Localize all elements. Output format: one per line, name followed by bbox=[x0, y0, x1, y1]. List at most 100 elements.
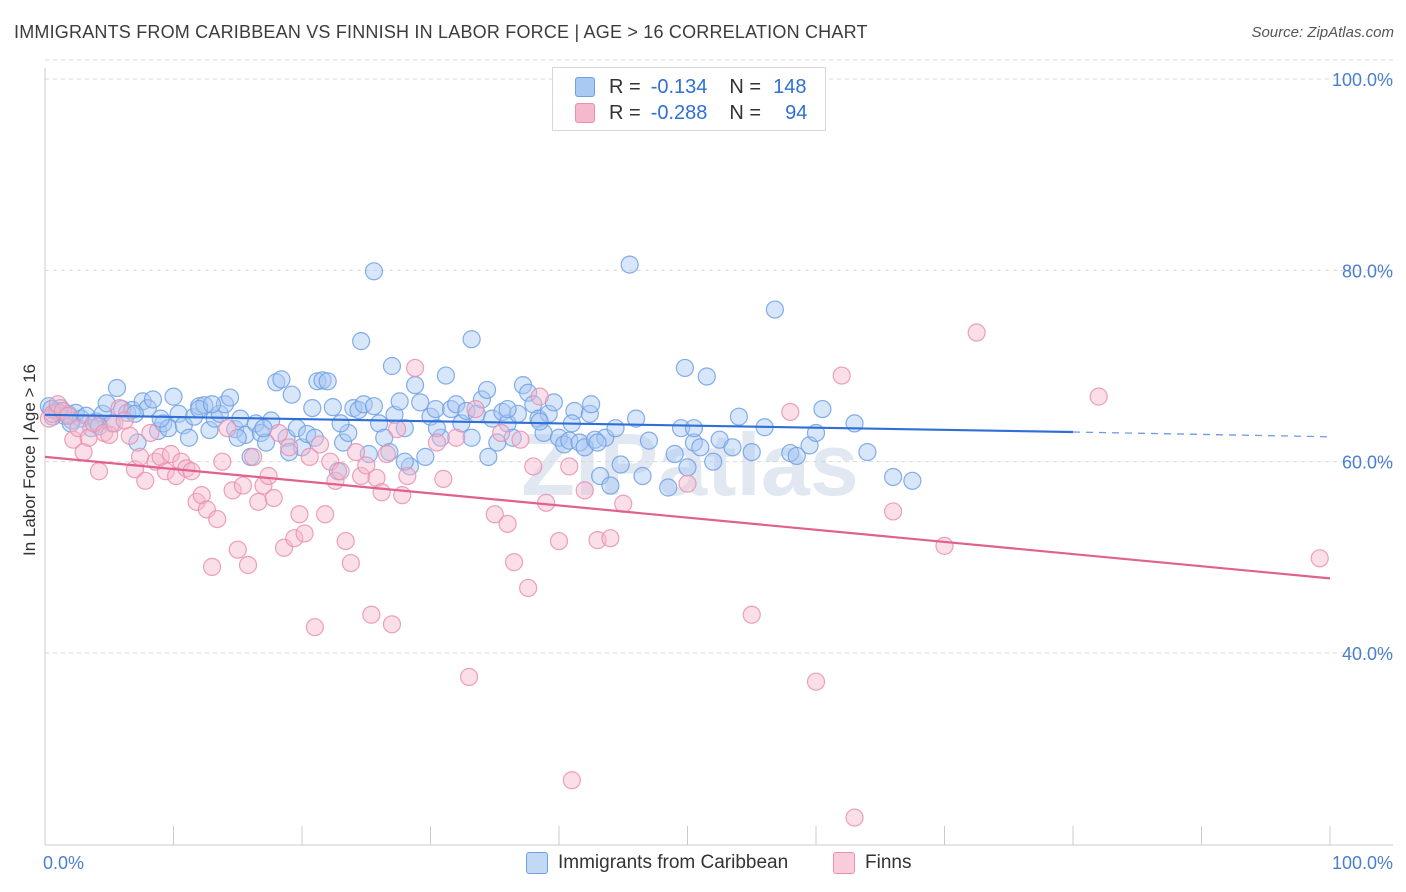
legend-swatch-pink bbox=[833, 852, 855, 874]
caribbean-point bbox=[462, 428, 481, 447]
caribbean-point bbox=[447, 395, 466, 414]
finns-point bbox=[1310, 549, 1329, 568]
finns-point bbox=[336, 531, 355, 551]
finns-point bbox=[244, 447, 263, 466]
caribbean-point bbox=[427, 419, 447, 438]
finns-point bbox=[935, 536, 954, 555]
caribbean-point bbox=[675, 358, 695, 378]
finns-point bbox=[614, 494, 633, 513]
finns-point bbox=[192, 486, 211, 505]
caribbean-point bbox=[331, 414, 350, 433]
caribbean-point bbox=[308, 372, 327, 391]
legend-row-finns: R = -0.288 N = 94 bbox=[575, 101, 807, 125]
caribbean-point bbox=[107, 378, 127, 398]
finns-point bbox=[447, 428, 466, 447]
caribbean-point bbox=[318, 372, 337, 391]
caribbean-point bbox=[601, 476, 620, 495]
x-tick-label: 100.0% bbox=[1332, 853, 1393, 873]
finns-point bbox=[120, 426, 139, 445]
finns-point bbox=[352, 466, 371, 486]
y-tick-label: 100.0% bbox=[1332, 70, 1393, 90]
caribbean-point bbox=[313, 371, 332, 390]
finns-point bbox=[372, 483, 391, 502]
finns-point bbox=[341, 553, 360, 573]
legend-swatch-blue bbox=[575, 77, 595, 97]
x-tick-label: 0.0% bbox=[43, 853, 84, 873]
caribbean-point bbox=[254, 419, 273, 438]
y-tick-label: 60.0% bbox=[1342, 453, 1393, 473]
caribbean-point bbox=[858, 443, 877, 462]
series-finns-points bbox=[39, 323, 1329, 827]
caribbean-point bbox=[665, 444, 684, 464]
n-value: 148 bbox=[773, 75, 807, 98]
finns-point bbox=[346, 443, 366, 462]
caribbean-point bbox=[787, 446, 806, 466]
caribbean-point bbox=[282, 385, 301, 404]
caribbean-point bbox=[267, 373, 286, 392]
finns-point bbox=[202, 557, 222, 577]
finns-point bbox=[130, 447, 150, 466]
finns-point bbox=[377, 444, 396, 464]
finns-point bbox=[492, 423, 511, 443]
caribbean-point bbox=[620, 255, 639, 274]
caribbean-point bbox=[143, 390, 163, 409]
caribbean-point bbox=[164, 387, 183, 406]
caribbean-point bbox=[390, 392, 409, 411]
caribbean-point bbox=[256, 433, 276, 452]
finns-point bbox=[357, 456, 376, 475]
finns-point bbox=[387, 420, 407, 439]
finns-point bbox=[504, 553, 524, 572]
caribbean-point bbox=[334, 433, 353, 452]
legend-swatch-blue bbox=[526, 852, 548, 874]
finns-point bbox=[136, 471, 155, 490]
finns-point bbox=[269, 423, 288, 443]
legend-item-caribbean[interactable]: Immigrants from Caribbean bbox=[526, 852, 788, 874]
caribbean-point bbox=[671, 419, 691, 438]
legend-item-finns[interactable]: Finns bbox=[833, 852, 911, 874]
series-legend: Immigrants from Caribbean Finns bbox=[0, 852, 1406, 878]
caribbean-point bbox=[477, 380, 497, 400]
caribbean-point bbox=[457, 401, 476, 421]
finns-point bbox=[367, 468, 386, 488]
finns-point bbox=[398, 466, 417, 486]
finns-point bbox=[967, 323, 986, 342]
finns-point bbox=[1089, 387, 1108, 406]
r-label: R = bbox=[609, 101, 641, 124]
caribbean-point bbox=[462, 330, 481, 349]
finns-point bbox=[259, 466, 278, 486]
finns-point bbox=[316, 505, 335, 524]
finns-point bbox=[466, 399, 485, 419]
finns-point bbox=[151, 447, 170, 466]
caribbean-point bbox=[639, 431, 659, 450]
legend-label: Finns bbox=[865, 852, 912, 873]
y-axis-label: In Labor Force | Age > 16 bbox=[20, 364, 39, 556]
caribbean-point bbox=[729, 407, 749, 426]
finns-point bbox=[285, 529, 304, 548]
finns-point bbox=[511, 430, 530, 449]
caribbean-point bbox=[395, 452, 414, 471]
finns-point bbox=[115, 411, 134, 430]
finns-point bbox=[549, 531, 569, 551]
caribbean-point bbox=[493, 402, 512, 422]
finns-point bbox=[300, 447, 319, 466]
finns-point bbox=[519, 578, 538, 598]
finns-point bbox=[382, 615, 402, 634]
caribbean-point bbox=[697, 367, 716, 386]
axes bbox=[44, 68, 1393, 846]
caribbean-point bbox=[179, 428, 199, 447]
caribbean-point bbox=[220, 388, 240, 407]
r-value: -0.288 bbox=[650, 101, 708, 124]
finns-point bbox=[249, 492, 268, 511]
caribbean-point bbox=[323, 398, 342, 417]
finns-point bbox=[223, 481, 242, 500]
caribbean-point bbox=[704, 452, 723, 471]
caribbean-point bbox=[659, 478, 678, 497]
caribbean-point bbox=[416, 447, 435, 466]
caribbean-point bbox=[813, 399, 832, 419]
finns-point bbox=[781, 402, 800, 422]
caribbean-point bbox=[159, 419, 178, 438]
caribbean-point bbox=[626, 409, 646, 428]
caribbean-point bbox=[303, 398, 322, 418]
caribbean-point bbox=[723, 438, 742, 457]
caribbean-point bbox=[352, 332, 371, 351]
